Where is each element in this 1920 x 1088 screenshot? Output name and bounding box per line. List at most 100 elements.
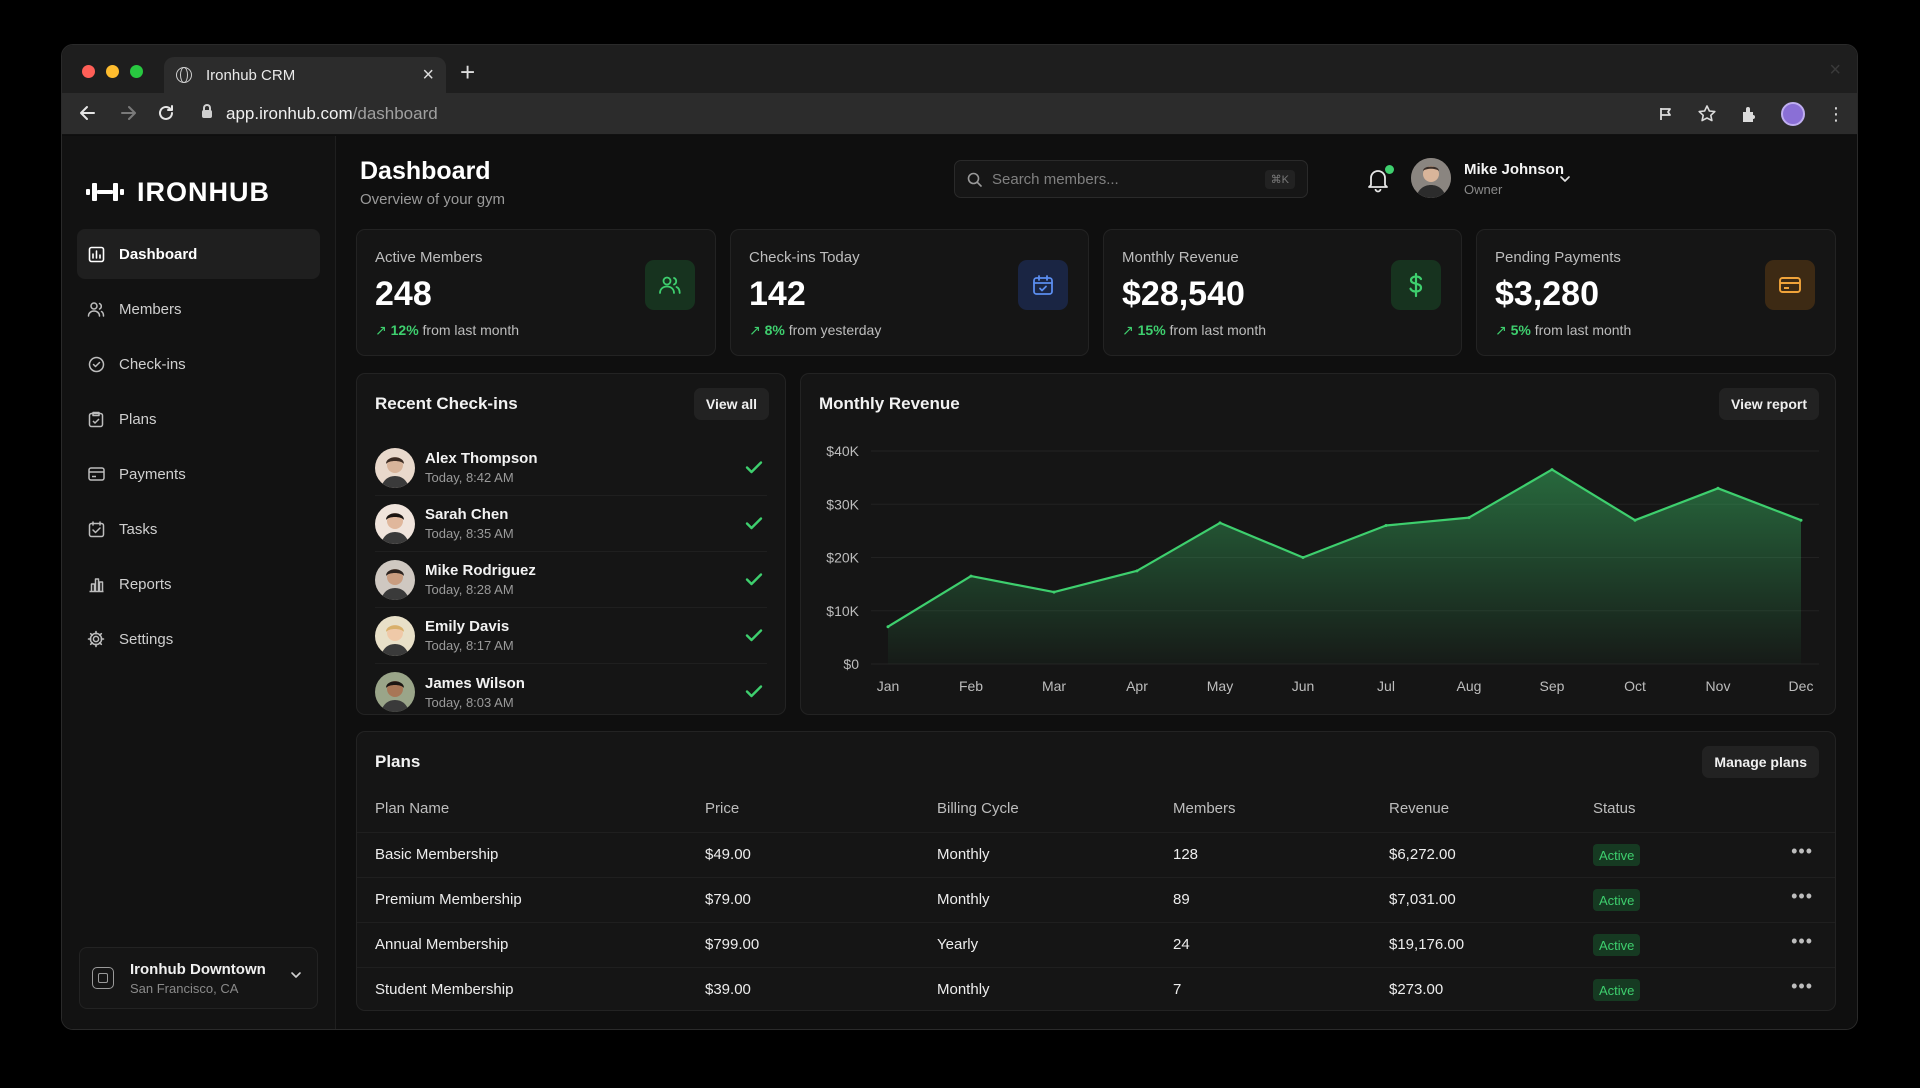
panel-title: Recent Check-ins — [375, 394, 518, 413]
reload-icon[interactable] — [156, 103, 176, 123]
maximize-window-button[interactable] — [130, 65, 143, 78]
bell-icon[interactable] — [1366, 167, 1390, 193]
more-actions-icon[interactable]: ••• — [1791, 931, 1813, 951]
table-cell: Annual Membership — [375, 936, 509, 953]
data-point-may[interactable] — [1218, 521, 1222, 525]
data-point-mar[interactable] — [1052, 590, 1056, 594]
avatar[interactable] — [1411, 158, 1451, 198]
browser-menu-icon[interactable]: ⋮ — [1827, 104, 1845, 124]
data-point-jan[interactable] — [886, 625, 890, 629]
column-header-price[interactable]: Price — [705, 800, 740, 817]
column-header-members[interactable]: Members — [1173, 800, 1236, 817]
plans-panel: Plans Manage plans Plan Name Price Billi… — [356, 731, 1836, 1011]
data-point-jul[interactable] — [1384, 524, 1388, 528]
status-badge: Active — [1593, 979, 1641, 1001]
workspace-switcher[interactable]: Ironhub Downtown San Francisco, CA — [79, 947, 318, 1009]
data-point-sep[interactable] — [1550, 468, 1554, 472]
table-cell: Yearly — [937, 936, 979, 953]
list-item[interactable]: Alex Thompson Today, 8:42 AM — [375, 440, 767, 496]
sidebar-item-check-ins[interactable]: Check-ins — [77, 339, 320, 389]
stat-card-active-members[interactable]: Active Members 248 ↗ 12% from last month — [356, 229, 716, 356]
more-actions-icon[interactable]: ••• — [1791, 976, 1813, 996]
stat-card-check-ins-today[interactable]: Check-ins Today 142 ↗ 8% from yesterday — [730, 229, 1089, 356]
checkmark-icon — [745, 629, 763, 642]
brand-name: IRONHUB — [137, 176, 270, 207]
table-cell: 128 — [1173, 846, 1199, 863]
table-cell: $39.00 — [705, 981, 751, 998]
manage-plans-button[interactable]: Manage plans — [1702, 746, 1819, 778]
member-name: James Wilson — [425, 674, 525, 692]
stat-badge — [1391, 260, 1441, 310]
member-name: Mike Rodriguez — [425, 562, 536, 579]
data-point-feb[interactable] — [969, 574, 973, 578]
clipboard-icon — [87, 410, 105, 428]
stat-card-monthly-revenue[interactable]: Monthly Revenue $28,540 ↗ 15% from last … — [1103, 229, 1462, 356]
table-row[interactable]: Annual Membership $799.00 Yearly 24 $19,176.… — [357, 922, 1835, 967]
user-name[interactable]: Mike Johnson — [1464, 161, 1565, 178]
view-all-button[interactable]: View all — [693, 388, 769, 420]
data-point-aug[interactable] — [1467, 516, 1471, 520]
chevron-down-icon — [291, 972, 301, 978]
check-badge-icon — [87, 355, 105, 373]
sidebar-item-reports[interactable]: Reports — [77, 559, 320, 609]
view-report-button[interactable]: View report — [1719, 388, 1819, 420]
more-actions-icon[interactable]: ••• — [1791, 841, 1813, 861]
more-actions-icon[interactable]: ••• — [1791, 886, 1813, 906]
gear-icon — [87, 630, 105, 648]
forward-icon[interactable] — [118, 103, 138, 123]
brand-logo[interactable]: IRONHUB — [62, 136, 335, 220]
list-item[interactable]: Sarah Chen Today, 8:35 AM — [375, 496, 767, 552]
extensions-icon[interactable] — [1739, 104, 1759, 124]
new-tab-button[interactable]: + — [460, 57, 476, 87]
table-row[interactable]: Student Membership $39.00 Monthly 7 $273.00 A… — [357, 967, 1835, 1012]
browser-tab[interactable]: Ironhub CRM × — [164, 57, 446, 93]
sidebar-item-settings[interactable]: Settings — [77, 614, 320, 664]
table-cell: $49.00 — [705, 846, 751, 863]
search-input[interactable]: Search members... ⌘K — [954, 160, 1308, 198]
sidebar-item-members[interactable]: Members — [77, 284, 320, 334]
status-badge: Active — [1593, 844, 1641, 866]
back-icon[interactable] — [78, 103, 98, 123]
data-point-oct[interactable] — [1633, 518, 1637, 522]
bookmark-star-icon[interactable] — [1697, 104, 1717, 124]
table-row[interactable]: Premium Membership $79.00 Monthly 89 $7,031.… — [357, 877, 1835, 922]
y-tick-label: $0 — [843, 656, 859, 672]
data-point-apr[interactable] — [1135, 569, 1139, 573]
sidebar-item-label: Tasks — [119, 520, 158, 538]
minimize-window-button[interactable] — [106, 65, 119, 78]
sidebar-item-payments[interactable]: Payments — [77, 449, 320, 499]
browser-profile-avatar[interactable] — [1781, 102, 1805, 126]
close-tab-icon[interactable]: × — [422, 64, 434, 86]
close-window-button[interactable] — [82, 65, 95, 78]
sidebar-item-plans[interactable]: Plans — [77, 394, 320, 444]
tab-title: Ironhub CRM — [206, 66, 296, 84]
cast-icon[interactable] — [1657, 105, 1675, 123]
list-item[interactable]: Emily Davis Today, 8:17 AM — [375, 608, 767, 664]
sidebar-item-tasks[interactable]: Tasks — [77, 504, 320, 554]
url-field[interactable]: app.ironhub.com/dashboard — [192, 99, 1727, 129]
table-cell: Monthly — [937, 891, 990, 908]
sidebar-item-label: Dashboard — [119, 245, 198, 263]
close-icon[interactable]: × — [1829, 59, 1841, 81]
app-shell: IRONHUB Dashboard Members Check-ins Pla — [62, 136, 1857, 1029]
table-row[interactable]: Basic Membership $49.00 Monthly 128 $6,272.0… — [357, 832, 1835, 877]
list-item[interactable]: Mike Rodriguez Today, 8:28 AM — [375, 552, 767, 608]
main-content: Dashboard Overview of your gym Search me… — [336, 136, 1857, 1029]
trend-up-icon: ↗ — [749, 322, 765, 338]
data-point-nov[interactable] — [1716, 486, 1720, 490]
stat-card-pending-payments[interactable]: Pending Payments $3,280 ↗ 5% from last m… — [1476, 229, 1836, 356]
list-item[interactable]: James Wilson Today, 8:03 AM — [375, 664, 767, 720]
column-header-plan-name[interactable]: Plan Name — [375, 800, 450, 817]
chevron-down-icon[interactable] — [1558, 172, 1572, 186]
data-point-dec[interactable] — [1799, 518, 1803, 522]
stat-badge — [1765, 260, 1815, 310]
column-header-billing-cycle[interactable]: Billing Cycle — [937, 800, 1019, 817]
column-header-revenue[interactable]: Revenue — [1389, 800, 1450, 817]
search-icon — [967, 172, 982, 187]
table-cell: 89 — [1173, 891, 1190, 908]
column-header-status[interactable]: Status — [1593, 800, 1636, 817]
sidebar-item-dashboard[interactable]: Dashboard — [77, 229, 320, 279]
url-path: /dashboard — [352, 104, 438, 123]
sidebar-nav: Dashboard Members Check-ins Plans Paymen… — [62, 229, 335, 664]
data-point-jun[interactable] — [1301, 556, 1305, 559]
